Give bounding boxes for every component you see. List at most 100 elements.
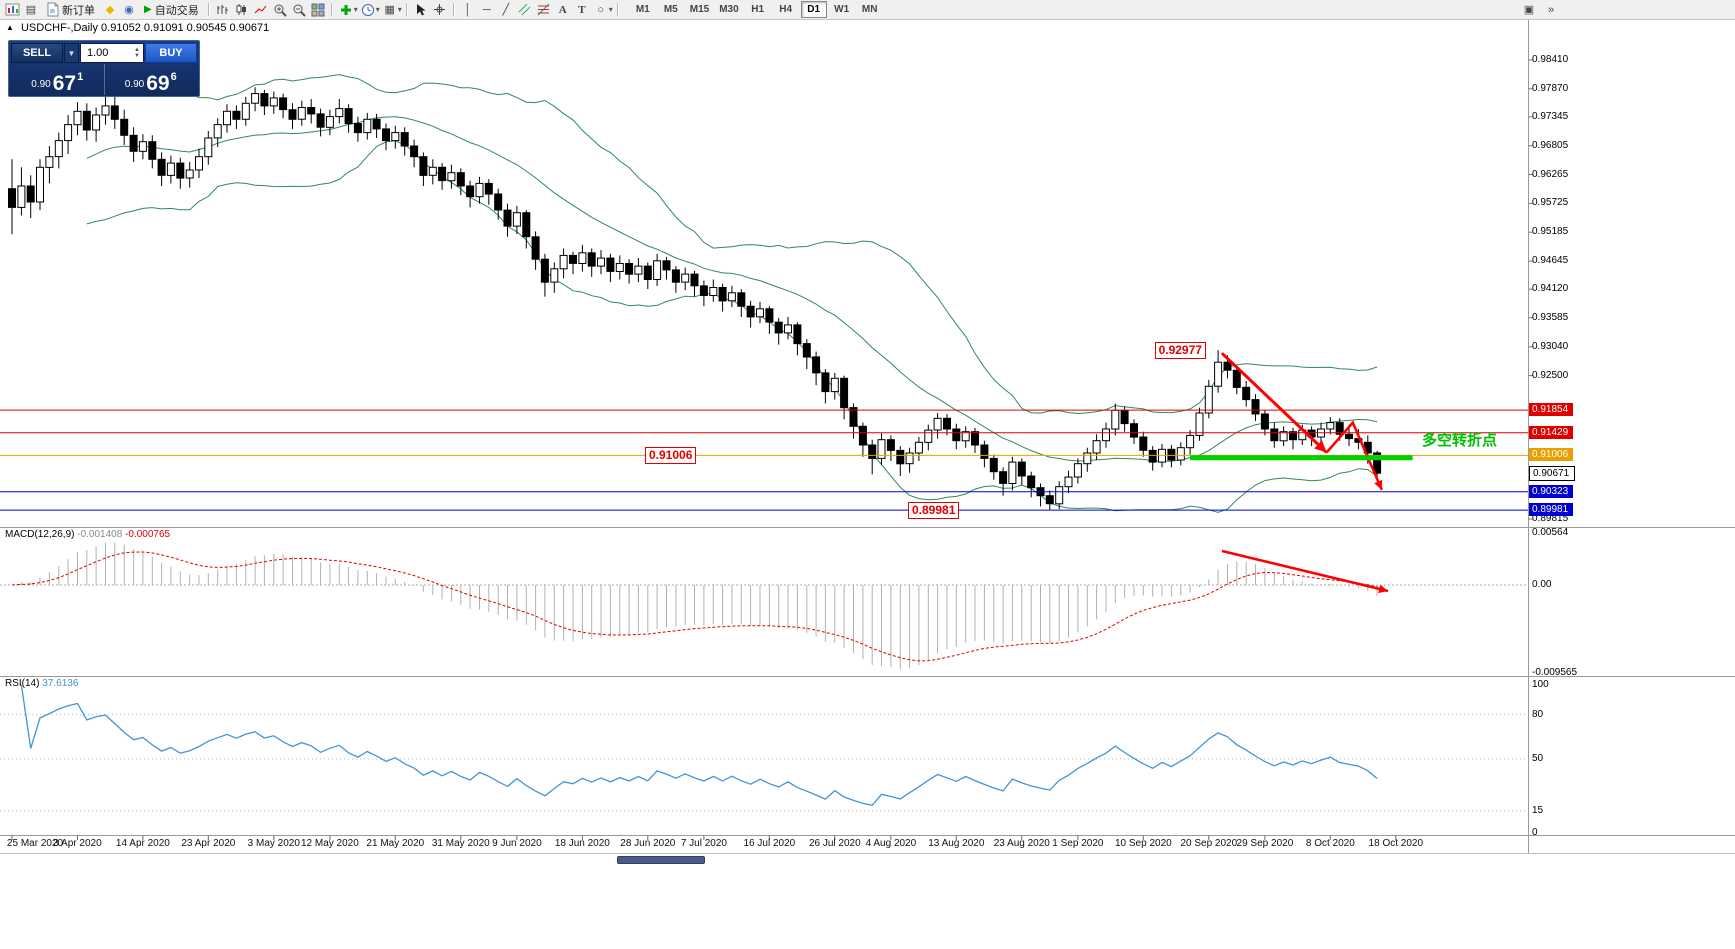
chart-profiles-icon[interactable]: ▤ (25, 4, 37, 16)
macd-main-value: -0.001408 (77, 529, 123, 540)
bid-price-sup: 1 (77, 71, 84, 83)
timeframe-button-m1[interactable]: M1 (635, 4, 650, 15)
timeframe-button-m30[interactable]: M30 (719, 4, 739, 15)
price-scale-badge: 0.91429 (1529, 425, 1573, 439)
one-click-collapse-icon[interactable]: ▲ (6, 23, 14, 32)
line-chart-icon[interactable] (252, 1, 270, 18)
new-order-icon (46, 1, 59, 18)
price-scale-badge: 0.91006 (1529, 448, 1573, 462)
price-scale-label: 0.95185 (1532, 226, 1569, 238)
volume-down-icon[interactable]: ▼ (134, 53, 140, 59)
annotation-price-label[interactable]: 0.89981 (908, 502, 960, 520)
price-scale-label: 0.89815 (1532, 512, 1569, 524)
price-scale-label: 0.96265 (1532, 168, 1569, 180)
rsi-scale-label: 80 (1532, 708, 1544, 720)
date-axis-label: 26 Jul 2020 (808, 838, 861, 849)
auto-trading-button[interactable]: ▶ 自动交易 (139, 1, 204, 18)
crosshair-icon[interactable] (431, 1, 449, 18)
new-order-button[interactable]: 新订单 (41, 1, 100, 18)
vertical-line-tool-icon[interactable]: │ (464, 3, 472, 16)
annotation-price-label[interactable]: 0.92977 (1154, 342, 1206, 360)
volume-stepper[interactable]: ▲ ▼ (132, 44, 142, 62)
macd-scale-label: -0.009565 (1532, 667, 1578, 679)
timeframe-button-m15[interactable]: M15 (689, 4, 710, 15)
horizontal-scrollbar-thumb[interactable] (617, 856, 705, 864)
timeframe-button-w1[interactable]: W1 (834, 4, 850, 15)
date-axis-label: 20 Sep 2020 (1180, 838, 1238, 849)
volume-dropdown-icon[interactable]: ▼ (64, 43, 79, 63)
date-axis-label: 28 Jun 2020 (620, 838, 676, 849)
periods-icon[interactable] (359, 1, 377, 18)
window-icon[interactable]: ▣ (1523, 4, 1535, 16)
metaeditor-icon[interactable]: ◆ (105, 4, 115, 16)
date-axis-label: 10 Sep 2020 (1114, 838, 1172, 849)
cursor-icon[interactable] (412, 1, 430, 18)
rsi-scale-label: 15 (1532, 804, 1544, 816)
tile-windows-icon[interactable] (309, 1, 327, 18)
zoom-in-icon[interactable] (271, 1, 289, 18)
buy-button[interactable]: BUY (145, 43, 197, 63)
horizontal-line-tool-icon[interactable]: ─ (482, 3, 491, 16)
text-label-tool-icon[interactable]: T (578, 3, 586, 16)
date-axis-label: 29 Sep 2020 (1236, 838, 1294, 849)
text-tool-icon[interactable]: A (558, 3, 567, 16)
candlestick-chart-icon[interactable] (233, 1, 251, 18)
volume-input[interactable]: 1.00 ▲ ▼ (80, 43, 144, 63)
sell-price-display[interactable]: 0.90 67 1 (11, 64, 104, 95)
ask-price-small: 0.90 (124, 79, 145, 90)
date-axis-label: 25 Mar 2020 (6, 838, 64, 849)
fibonacci-tool-icon[interactable] (535, 1, 553, 18)
buy-price-display[interactable]: 0.90 69 6 (105, 64, 198, 95)
chart-ohlc-readout: 0.91052 0.91091 0.90545 0.90671 (101, 22, 270, 34)
sell-button[interactable]: SELL (11, 43, 63, 63)
periods-caret-icon[interactable]: ▾ (375, 5, 380, 14)
shapes-tool-icon[interactable]: ○ (597, 3, 605, 16)
date-axis-label: 23 Aug 2020 (993, 838, 1050, 849)
bid-price-big: 67 (52, 72, 77, 95)
timeframe-button-d1[interactable]: D1 (800, 1, 827, 18)
timeframe-button-h4[interactable]: H4 (779, 4, 793, 15)
price-divider (103, 64, 105, 95)
date-axis-label: 21 May 2020 (366, 838, 425, 849)
macd-indicator-label: MACD(12,26,9) -0.001408 -0.000765 (5, 529, 170, 540)
pivot-annotation-text[interactable]: 多空转折点 (1421, 432, 1497, 450)
date-axis-label: 3 May 2020 (247, 838, 300, 849)
price-scale-label: 0.93040 (1532, 340, 1569, 352)
toolbar-separator (405, 3, 408, 16)
date-axis-label: 9 Jun 2020 (492, 838, 542, 849)
new-chart-icon[interactable] (3, 1, 21, 18)
date-axis-label: 31 May 2020 (431, 838, 490, 849)
auto-trading-label: 自动交易 (154, 4, 199, 17)
price-scale-label: 0.94120 (1532, 283, 1569, 295)
toolbar-separator (616, 3, 619, 16)
rsi-value: 37.6136 (42, 678, 79, 689)
volume-value: 1.00 (87, 47, 109, 59)
timeframe-button-h1[interactable]: H1 (751, 4, 765, 15)
indicators-icon[interactable] (337, 1, 355, 18)
trendline-tool-icon[interactable]: ╱ (502, 4, 510, 16)
price-scale-label: 0.97345 (1532, 110, 1569, 122)
macd-name: MACD(12,26,9) (5, 529, 75, 540)
ask-price-sup: 6 (170, 71, 177, 83)
timeframe-button-m5[interactable]: M5 (663, 4, 678, 15)
new-order-label: 新订单 (62, 4, 95, 17)
channel-tool-icon[interactable] (516, 1, 534, 18)
bid-price-small: 0.90 (31, 79, 51, 90)
annotation-price-label[interactable]: 0.91006 (645, 447, 697, 465)
templates-caret-icon[interactable]: ▾ (397, 5, 402, 14)
bar-chart-icon[interactable] (214, 1, 232, 18)
price-scale-label: 0.98410 (1532, 54, 1569, 65)
toolbar-overflow-icon[interactable]: » (1547, 3, 1555, 16)
indicators-caret-icon[interactable]: ▾ (353, 5, 358, 14)
date-axis-label: 3 Apr 2020 (53, 838, 102, 849)
volume-up-icon[interactable]: ▲ (134, 47, 140, 53)
zoom-out-icon[interactable] (290, 1, 308, 18)
strategy-tester-icon[interactable]: ◉ (124, 4, 134, 16)
timeframe-button-mn[interactable]: MN (861, 4, 878, 15)
price-scale-label: 0.97870 (1532, 82, 1569, 94)
templates-icon[interactable]: ▦ (384, 4, 395, 16)
price-scale-label: 0.95725 (1532, 197, 1569, 209)
shapes-caret-icon[interactable]: ▾ (608, 5, 613, 14)
date-axis-label: 12 May 2020 (300, 838, 359, 849)
